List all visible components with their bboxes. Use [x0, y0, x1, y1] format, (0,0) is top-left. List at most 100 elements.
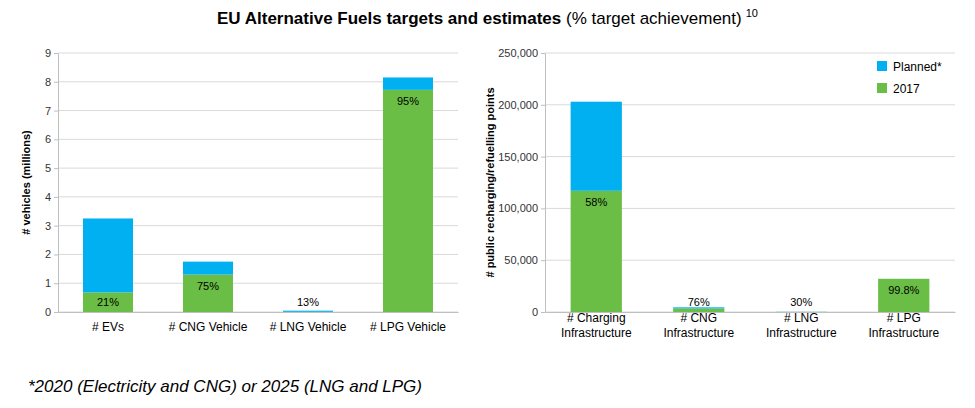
bar [383, 77, 433, 89]
axis-line [59, 312, 459, 313]
title-main: EU Alternative Fuels targets and estimat… [217, 9, 561, 28]
bar [183, 275, 233, 312]
tick: 250,000 [498, 47, 545, 59]
footnote: *2020 (Electricity and CNG) or 2025 (LNG… [28, 377, 422, 396]
tick: 4 [45, 191, 58, 203]
tick-label: # LPG Vehicle [370, 320, 446, 334]
annotation: 95% [397, 95, 419, 107]
tick: # EVs [92, 320, 124, 334]
legend: Planned* 2017 [877, 60, 942, 96]
tick-mark [54, 139, 58, 140]
bar [283, 311, 333, 312]
grid [58, 53, 458, 312]
tick: # LNGInfrastructure [766, 311, 837, 340]
legend-swatch [877, 61, 887, 71]
tick-mark [54, 312, 58, 313]
tick-mark [541, 157, 545, 158]
tick: 3 [45, 220, 58, 232]
tick-mark [54, 111, 58, 112]
tick-mark [541, 312, 545, 313]
tick-mark [54, 254, 58, 255]
legend-label: 2017 [893, 82, 920, 96]
grid [545, 53, 955, 312]
bar [571, 191, 622, 312]
footnote-ref: 10 [746, 7, 758, 19]
tick: # CNGInfrastructure [663, 311, 734, 340]
tick-label: 150,000 [498, 151, 538, 163]
chart: 0 50,000 100,000 150,000 200,000 250,000 # pub… [484, 47, 956, 340]
subtitle: (% target achievement) [566, 9, 742, 28]
bar [383, 90, 433, 312]
bars [571, 102, 930, 312]
tick: 2 [45, 248, 58, 260]
tick-label: # LNG Vehicle [270, 320, 347, 334]
legend-swatch [877, 83, 887, 93]
x-axis: # ChargingInfrastructure # CNGInfrastruct… [546, 311, 956, 340]
tick-label: 5 [45, 162, 51, 174]
tick-mark [54, 283, 58, 284]
tick-label: 200,000 [498, 99, 538, 111]
axis-line [58, 54, 59, 313]
tick: 0 [45, 306, 58, 318]
tick-mark [54, 168, 58, 169]
chart: 0 1 2 3 4 5 6 7 8 9 # vehicles (millions) # EVs # CN… [20, 47, 459, 334]
tick-label: 50,000 [504, 254, 538, 266]
annotation: 58% [585, 196, 607, 208]
tick-label: 9 [45, 47, 51, 59]
bar [83, 292, 133, 312]
tick-label: 7 [45, 105, 51, 117]
tick: 5 [45, 162, 58, 174]
annotation: 21% [97, 296, 119, 308]
bar [183, 262, 233, 275]
tick-label: # ChargingInfrastructure [561, 311, 632, 340]
tick-label: 2 [45, 248, 51, 260]
axis-line [545, 54, 546, 313]
tick: 8 [45, 76, 58, 88]
tick-mark [54, 53, 58, 54]
annotation: 75% [197, 280, 219, 292]
grid-line [58, 53, 458, 54]
tick-label: # LNGInfrastructure [766, 311, 837, 340]
x-axis: # EVs # CNG Vehicle # LNG Vehicle # LPG Veh… [59, 313, 459, 334]
axis-title: # vehicles (millions) [20, 130, 32, 235]
tick-mark [54, 197, 58, 198]
tick-mark [54, 82, 58, 83]
tick-label: 250,000 [498, 47, 538, 59]
tick: # CNG Vehicle [169, 320, 248, 334]
tick: 50,000 [504, 254, 545, 266]
tick-label: 0 [45, 306, 51, 318]
annotation: 76% [688, 296, 710, 308]
tick-label: 0 [532, 306, 538, 318]
title: EU Alternative Fuels targets and estimat… [217, 7, 758, 28]
annotation: 13% [297, 296, 319, 308]
axis-title: # public recharging/refuelling points [484, 87, 496, 277]
tick: 7 [45, 105, 58, 117]
tick-label: # CNGInfrastructure [663, 311, 734, 340]
tick: 100,000 [498, 202, 545, 214]
tick-mark [541, 208, 545, 209]
bar [571, 102, 622, 191]
bar [878, 279, 929, 312]
tick-label: 100,000 [498, 202, 538, 214]
tick-label: # LPGInfrastructure [868, 311, 939, 340]
tick: # ChargingInfrastructure [561, 311, 632, 340]
tick-label: 6 [45, 133, 51, 145]
tick: 150,000 [498, 151, 545, 163]
bar [283, 311, 333, 312]
tick-mark [541, 105, 545, 106]
tick: 9 [45, 47, 58, 59]
tick-label: # CNG Vehicle [169, 320, 248, 334]
tick: # LPGInfrastructure [868, 311, 939, 340]
tick-mark [541, 260, 545, 261]
tick: 0 [532, 306, 545, 318]
tick: 1 [45, 277, 58, 289]
tick: 200,000 [498, 99, 545, 111]
tick-label: 1 [45, 277, 51, 289]
tick: # LPG Vehicle [370, 320, 446, 334]
bar [878, 278, 929, 279]
tick-mark [541, 53, 545, 54]
bars [83, 77, 433, 312]
legend-label: Planned* [893, 60, 942, 74]
annotations: 58%76%30%99.8% [585, 196, 919, 308]
y-axis: 0 50,000 100,000 150,000 200,000 250,000 [498, 47, 545, 318]
